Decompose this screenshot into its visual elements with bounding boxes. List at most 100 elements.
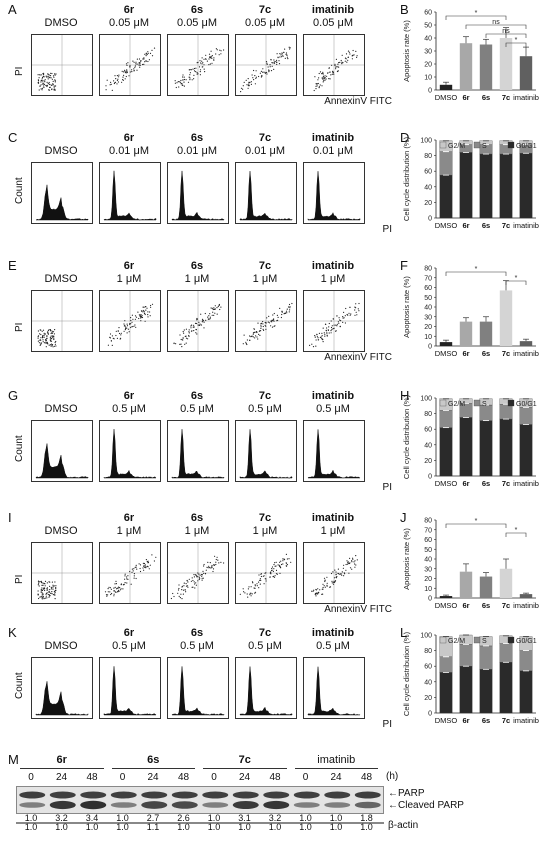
stacked-bar-segment — [479, 420, 493, 477]
cell-cycle-histogram — [167, 657, 229, 719]
bar — [519, 341, 533, 346]
compound-name: 6s — [190, 390, 204, 402]
legend-label: S — [482, 143, 487, 150]
blot-group-label: imatinib — [317, 754, 356, 766]
cleaved-parp-band — [110, 802, 137, 808]
dose-label: DMSO — [44, 273, 78, 285]
y-axis-title: Cell cycle distribution (%) — [402, 136, 411, 221]
parp-blot — [16, 786, 384, 814]
panel-letter-i: I — [8, 510, 12, 525]
y-tick-label: 60 — [424, 664, 432, 671]
y-axis-title: Apoptosis rate (%) — [402, 276, 411, 338]
bar — [439, 596, 453, 598]
dose-label: 0.5 μM — [180, 640, 214, 652]
dose-label: 0.05 μM — [109, 17, 149, 29]
blot-group-line — [294, 768, 378, 769]
stacked-bar-segment — [459, 666, 473, 714]
flow-dot-plot — [167, 290, 229, 352]
cell-cycle-histogram — [167, 420, 229, 482]
x-axis-label: PI — [382, 482, 392, 493]
compound-name: 6s — [190, 627, 204, 639]
compound-name: 6r — [123, 627, 135, 639]
y-tick-label: 30 — [424, 49, 432, 56]
parp-band — [110, 791, 137, 799]
compound-name: 7c — [258, 627, 272, 639]
category-label: 7c — [502, 716, 510, 725]
dose-label: 1 μM — [116, 525, 142, 537]
actin-ratio: 1.0 — [207, 822, 221, 832]
category-label: DMSO — [435, 221, 458, 230]
y-tick-label: 80 — [424, 411, 432, 418]
compound-name: imatinib — [311, 132, 355, 144]
category-label: 6s — [482, 349, 490, 358]
cell-cycle-histogram — [303, 162, 365, 224]
category-label: 7c — [502, 601, 510, 610]
dose-label: DMSO — [44, 403, 78, 415]
compound-name: 6s — [190, 132, 204, 144]
column-header: DMSO — [30, 525, 92, 538]
y-tick-label: 0 — [428, 711, 432, 718]
dose-label: 0.5 μM — [180, 403, 214, 415]
y-tick-label: 60 — [424, 10, 432, 17]
blot-group-label: 6r — [56, 754, 67, 766]
stacked-bar-segment — [519, 424, 533, 477]
legend-swatch — [439, 141, 447, 149]
significance-label: * — [515, 37, 518, 44]
y-tick-label: 20 — [424, 576, 432, 583]
column-header: imatinib 1 μM — [302, 512, 364, 538]
y-tick-label: 0 — [428, 596, 432, 603]
stacked-bar-segment — [499, 643, 513, 663]
chart-h: 0 20 40 60 80 100 Cell cycle distribution (%) D… — [400, 392, 545, 509]
stacked-bar-segment — [519, 407, 533, 425]
parp-ratio: 1.0 — [116, 813, 129, 823]
compound-name: imatinib — [311, 627, 355, 639]
flow-dot-plot — [31, 34, 93, 96]
dose-label: 1 μM — [320, 525, 346, 537]
dose-label: 0.01 μM — [313, 145, 353, 157]
time-label: 0 — [302, 772, 309, 783]
compound-name: 7c — [258, 390, 272, 402]
y-axis-label: PI — [14, 322, 25, 332]
category-label: 6r — [462, 221, 469, 230]
parp-ratio: 1.8 — [360, 813, 373, 823]
category-label: 6r — [462, 479, 469, 488]
compound-name: imatinib — [311, 390, 355, 402]
parp-band — [141, 791, 168, 799]
legend-swatch — [439, 399, 447, 407]
compound-name: 7c — [258, 512, 272, 524]
flow-dot-plot — [31, 542, 93, 604]
y-axis-title: Apoptosis rate (%) — [402, 20, 411, 82]
actin-ratio: 1.0 — [116, 822, 129, 832]
parp-band — [293, 791, 320, 799]
cleaved-parp-label: ←Cleaved PARP — [388, 800, 464, 811]
blot-group-line — [20, 768, 104, 769]
time-label: 0 — [119, 772, 126, 783]
flow-dot-plot — [99, 290, 161, 352]
panel-letter-j: J — [400, 510, 407, 525]
parp-ratio: 1.0 — [24, 813, 38, 823]
chart-d: 0 20 40 60 80 100 Cell cycle distribution (%) D… — [400, 134, 545, 251]
category-label: imatinib — [513, 93, 539, 102]
dose-label: 0.5 μM — [248, 403, 282, 415]
y-tick-label: 80 — [424, 648, 432, 655]
legend-label: G2/M — [448, 401, 465, 408]
parp-band — [171, 791, 198, 799]
y-tick-label: 10 — [424, 334, 432, 341]
actin-ratio: 1.0 — [299, 822, 312, 832]
cell-cycle-histogram — [235, 657, 297, 719]
stacked-bar-segment — [519, 153, 533, 219]
category-label: 7c — [502, 221, 510, 230]
parp-ratio: 3.2 — [55, 813, 68, 823]
category-label: imatinib — [513, 716, 539, 725]
y-tick-label: 100 — [420, 633, 432, 640]
cell-cycle-histogram — [99, 420, 161, 482]
parp-ratio: 2.6 — [177, 813, 190, 823]
bar — [479, 321, 493, 346]
y-tick-label: 80 — [424, 153, 432, 160]
category-label: 6r — [462, 93, 469, 102]
dose-label: 0.05 μM — [245, 17, 285, 29]
category-label: DMSO — [435, 349, 458, 358]
stacked-bar-segment — [499, 418, 513, 477]
column-header: 7c 0.05 μM — [234, 4, 296, 30]
y-tick-label: 20 — [424, 200, 432, 207]
